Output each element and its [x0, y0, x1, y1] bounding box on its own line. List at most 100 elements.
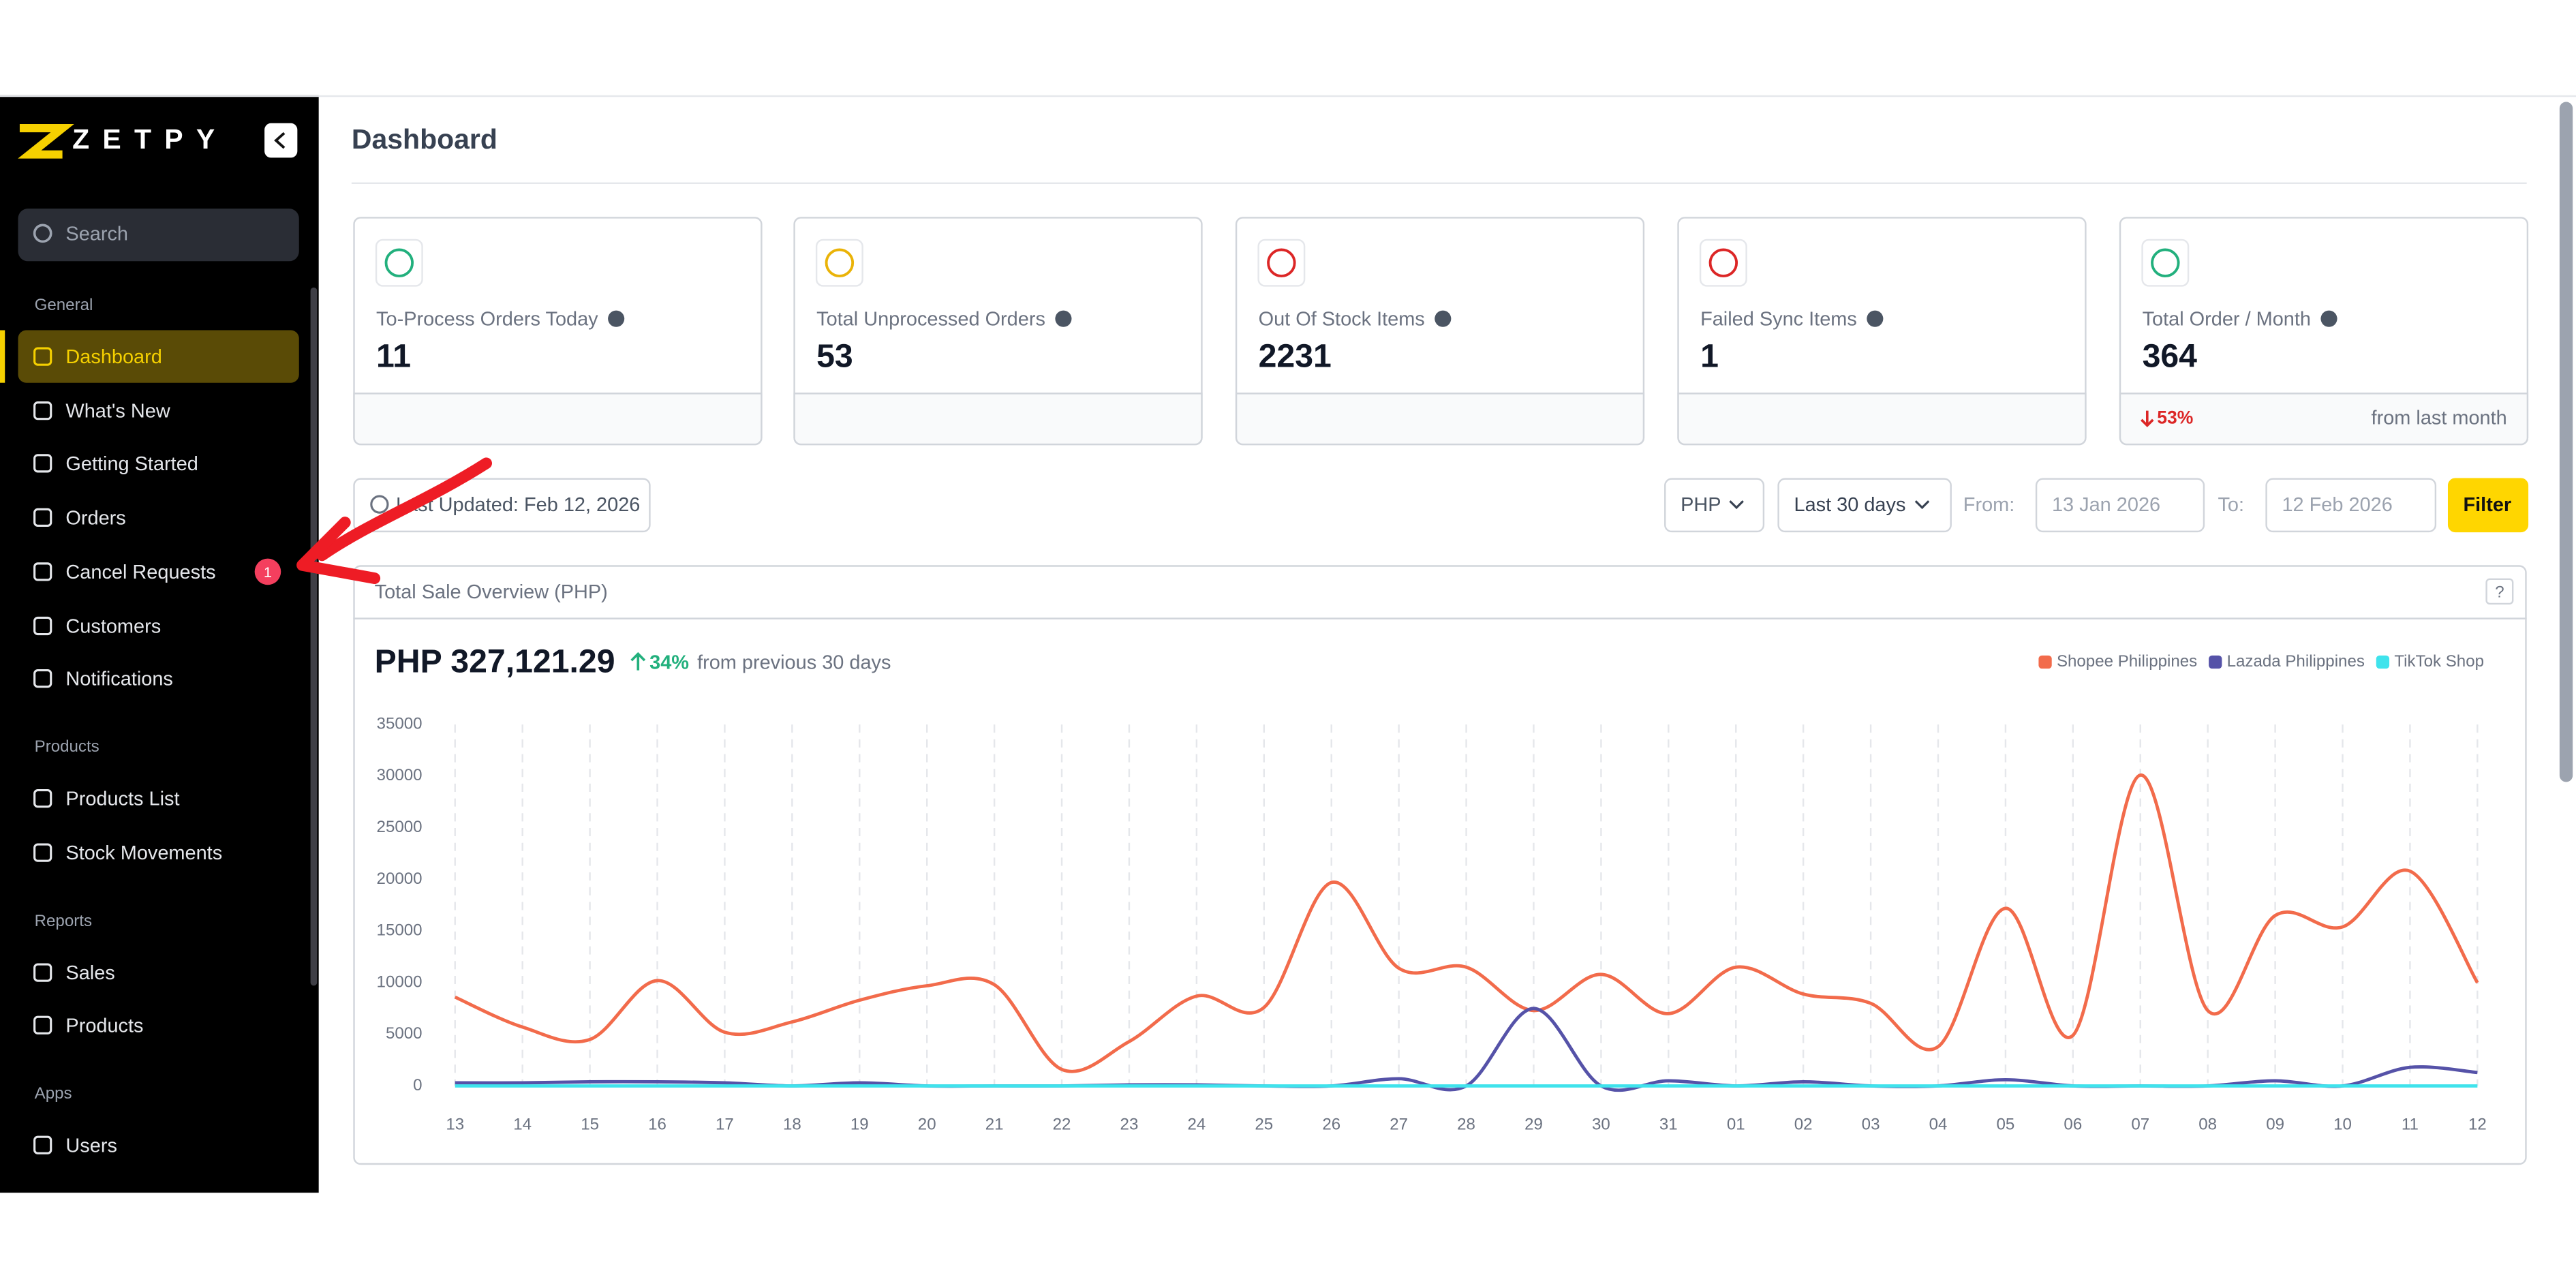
x-tick-label: 25: [1255, 1116, 1273, 1134]
info-icon: [1055, 310, 1072, 327]
legend-label: TikTok Shop: [2394, 652, 2484, 671]
help-box[interactable]: [2485, 578, 2514, 605]
series-line: [454, 773, 2479, 1073]
legend-label: Shopee Philippines: [2057, 652, 2197, 671]
search-placeholder: Search: [65, 223, 128, 245]
card-note: from last month: [2372, 407, 2507, 429]
x-tick-label: 31: [1659, 1116, 1678, 1134]
total-sales: PHP 327,121.29: [375, 643, 615, 680]
active-indicator: [0, 330, 5, 383]
x-tick-label: 24: [1187, 1116, 1206, 1134]
card-value: 364: [2143, 337, 2198, 374]
y-tick-label: 20000: [377, 870, 423, 888]
legend-swatch: [2209, 655, 2222, 669]
y-tick-label: 15000: [377, 921, 423, 940]
x-tick-label: 04: [1929, 1116, 1948, 1134]
info-icon: [608, 310, 625, 327]
card-icon-box: [1257, 239, 1306, 287]
collapse-button[interactable]: [264, 123, 298, 158]
filter-button[interactable]: [2447, 478, 2529, 533]
currency: PHP: [1681, 494, 1721, 516]
legend-label: Lazada Philippines: [2227, 652, 2365, 671]
from-date-text: 13 Jan 2026: [2052, 494, 2160, 516]
x-tick-label: 15: [581, 1116, 599, 1134]
x-tick-label: 17: [716, 1116, 734, 1134]
x-tick-label: 10: [2333, 1116, 2352, 1134]
search-icon: [33, 224, 52, 243]
to-date-text: 12 Feb 2026: [2282, 494, 2392, 516]
from-label: From:: [1963, 494, 2014, 516]
currency-select[interactable]: [1664, 478, 1765, 533]
card-icon: [2151, 248, 2180, 277]
card-icon-box: [375, 239, 423, 287]
nav-icon: [33, 669, 52, 688]
x-tick-label: 20: [918, 1116, 936, 1134]
page-scrollbar: [2559, 102, 2573, 782]
nav-item[interactable]: Dashboard: [65, 346, 162, 368]
nav-item[interactable]: Sales: [65, 962, 114, 984]
y-tick-label: 30000: [377, 766, 423, 784]
info-icon: [2320, 310, 2337, 327]
search-box[interactable]: [18, 209, 299, 262]
card-value: 53: [816, 337, 853, 374]
nav-item[interactable]: Cancel Requests: [65, 562, 215, 583]
y-tick-label: 35000: [377, 714, 423, 733]
x-tick-label: 13: [446, 1116, 464, 1134]
nav-icon: [33, 1135, 52, 1154]
card-icon: [825, 248, 855, 277]
range-select[interactable]: [1777, 478, 1952, 533]
refresh-icon: [370, 495, 389, 514]
x-tick-label: 08: [2198, 1116, 2217, 1134]
chart-title: Total Sale Overview (PHP): [375, 581, 608, 603]
annotation-arrow: [316, 457, 493, 562]
x-tick-label: 23: [1120, 1116, 1139, 1134]
nav-item[interactable]: Notifications: [65, 669, 172, 690]
nav-item[interactable]: Products List: [65, 788, 179, 810]
x-tick-label: 30: [1592, 1116, 1610, 1134]
nav-icon: [33, 508, 52, 527]
y-tick-label: 10000: [377, 972, 423, 991]
card-footer: [353, 393, 763, 446]
x-tick-label: 28: [1457, 1116, 1475, 1134]
x-tick-label: 02: [1794, 1116, 1813, 1134]
nav-item[interactable]: Products: [65, 1015, 143, 1037]
nav-item[interactable]: Customers: [65, 616, 161, 638]
card-label: To-Process Orders Today: [376, 309, 598, 331]
sidebar-scrollbar: [310, 287, 318, 986]
nav-item[interactable]: Stock Movements: [65, 842, 222, 864]
x-tick-label: 16: [648, 1116, 666, 1134]
chevron: [1914, 500, 1930, 510]
card-icon-box: [815, 239, 863, 287]
card-label: Total Unprocessed Orders: [816, 309, 1045, 331]
x-tick-label: 14: [513, 1116, 532, 1134]
nav-item[interactable]: Orders: [65, 507, 125, 529]
x-tick-label: 22: [1053, 1116, 1071, 1134]
nav-icon: [33, 347, 52, 366]
nav-item[interactable]: What's New: [65, 401, 170, 423]
x-tick-label: 21: [985, 1116, 1004, 1134]
section-title: Reports: [35, 912, 92, 930]
x-tick-label: 05: [1997, 1116, 2015, 1134]
x-tick-label: 03: [1862, 1116, 1880, 1134]
nav-item[interactable]: Users: [65, 1135, 117, 1156]
x-tick-label: 12: [2468, 1116, 2487, 1134]
card-label: Total Order / Month: [2143, 309, 2311, 331]
card-footer: [793, 393, 1203, 446]
main: General Dashboard What's New Getting Starte…: [0, 217, 2529, 1165]
collapse-icon: [274, 132, 286, 149]
from-date[interactable]: [2035, 478, 2205, 533]
page-title: Dashboard: [352, 123, 497, 155]
to-date[interactable]: [2265, 478, 2437, 533]
to-label: To:: [2218, 494, 2244, 516]
card-icon: [1267, 248, 1296, 277]
y-tick-label: 0: [413, 1076, 422, 1094]
help-text: ?: [2495, 583, 2504, 602]
filter-text: Filter: [2463, 494, 2511, 516]
annotation-arrowhead: [296, 517, 381, 585]
nav-icon: [33, 1015, 52, 1034]
nav-icon: [33, 401, 52, 420]
card-icon-box: [1699, 239, 1747, 287]
nav-item[interactable]: Getting Started: [65, 453, 198, 475]
down-arrow: [2141, 410, 2154, 427]
